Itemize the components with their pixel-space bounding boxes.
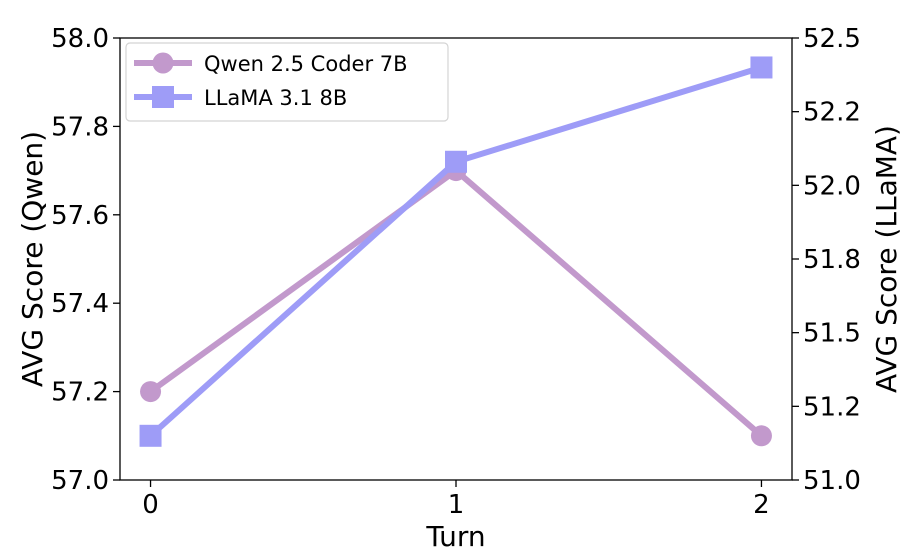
legend-box xyxy=(125,42,449,122)
series-layer xyxy=(139,56,773,447)
right-y-tick-label: 52.2 xyxy=(803,98,861,128)
right-y-tick-label: 52.5 xyxy=(803,24,861,54)
data-point-circle xyxy=(140,381,162,403)
legend-label: Qwen 2.5 Coder 7B xyxy=(204,52,408,76)
x-tick-label: 0 xyxy=(142,490,159,520)
legend-label: LLaMA 3.1 8B xyxy=(204,86,347,110)
legend-marker-circle xyxy=(152,52,174,74)
data-point-square xyxy=(750,56,773,79)
x-tick-label: 2 xyxy=(753,490,770,520)
legend: Qwen 2.5 Coder 7B LLaMA 3.1 8B xyxy=(125,42,449,122)
left-y-tick-label: 57.4 xyxy=(51,289,109,319)
legend-marker-square xyxy=(152,86,174,108)
right-y-tick-label: 51.5 xyxy=(803,319,861,349)
data-point-circle xyxy=(750,425,772,447)
series-line-0 xyxy=(147,167,765,439)
data-point-square xyxy=(445,150,467,173)
left-y-axis-label: AVG Score (Qwen) xyxy=(16,131,49,387)
right-y-tick-label: 51.8 xyxy=(803,245,861,275)
data-point-square xyxy=(139,424,162,447)
left-y-tick-label: 57.2 xyxy=(51,378,109,408)
left-y-tick-label: 57.8 xyxy=(51,112,109,142)
left-y-tick-label: 58.0 xyxy=(51,24,109,54)
x-axis-label: Turn xyxy=(425,520,485,550)
right-y-tick-label: 52.0 xyxy=(803,171,861,201)
right-y-tick-label: 51.2 xyxy=(803,392,861,422)
ticks-layer: 0 1 2 57.0 57.2 57.4 57.6 57.8 58.0 51.0 51.2 51.5 5… xyxy=(51,24,861,520)
series-line-1 xyxy=(147,64,765,439)
x-tick-label: 1 xyxy=(448,490,465,520)
left-y-tick-label: 57.6 xyxy=(51,201,109,231)
left-y-tick-label: 57.0 xyxy=(51,466,109,496)
right-y-axis-label: AVG Score (LLaMA) xyxy=(870,125,903,393)
right-y-tick-label: 51.0 xyxy=(803,466,861,496)
